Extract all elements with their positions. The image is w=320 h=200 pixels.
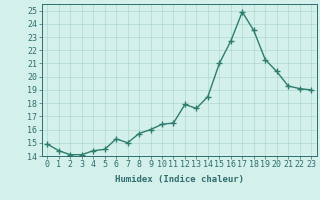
X-axis label: Humidex (Indice chaleur): Humidex (Indice chaleur) [115,175,244,184]
